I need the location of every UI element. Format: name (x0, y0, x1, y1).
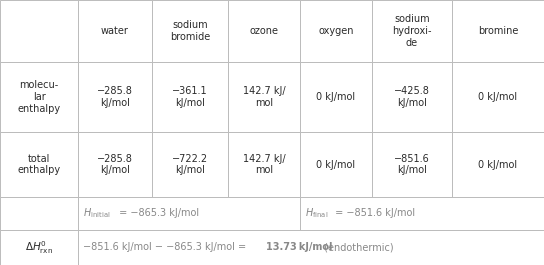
Text: $\mathit{H}_\mathregular{initial}$: $\mathit{H}_\mathregular{initial}$ (83, 207, 110, 220)
Text: 142.7 kJ/
mol: 142.7 kJ/ mol (243, 86, 285, 108)
Text: 0 kJ/mol: 0 kJ/mol (478, 160, 517, 170)
Text: sodium
bromide: sodium bromide (170, 20, 210, 42)
Bar (372, 132, 452, 197)
Bar (0, 230, 78, 265)
Bar (452, 62, 544, 132)
Text: −285.8
kJ/mol: −285.8 kJ/mol (97, 154, 133, 175)
Bar (78, 132, 152, 197)
Bar (78, 0, 152, 62)
Bar (78, 197, 300, 230)
Text: −285.8
kJ/mol: −285.8 kJ/mol (97, 86, 133, 108)
Bar (0, 0, 78, 62)
Bar (452, 132, 544, 197)
Text: 0 kJ/mol: 0 kJ/mol (317, 92, 356, 102)
Bar (228, 132, 300, 197)
Text: −851.6 kJ/mol − −865.3 kJ/mol =: −851.6 kJ/mol − −865.3 kJ/mol = (83, 242, 249, 253)
Bar (300, 0, 372, 62)
Text: ozone: ozone (250, 26, 279, 36)
Bar (300, 62, 372, 132)
Text: 13.73 kJ/mol: 13.73 kJ/mol (266, 242, 332, 253)
Text: water: water (101, 26, 129, 36)
Bar (228, 62, 300, 132)
Text: −425.8
kJ/mol: −425.8 kJ/mol (394, 86, 430, 108)
Text: molecu-
lar
enthalpy: molecu- lar enthalpy (17, 80, 60, 114)
Text: total
enthalpy: total enthalpy (17, 154, 60, 175)
Bar (228, 0, 300, 62)
Text: −361.1
kJ/mol: −361.1 kJ/mol (172, 86, 208, 108)
Text: $\Delta H^0_\mathregular{rxn}$: $\Delta H^0_\mathregular{rxn}$ (25, 239, 53, 256)
Bar (300, 132, 372, 197)
Text: bromine: bromine (478, 26, 518, 36)
Text: 0 kJ/mol: 0 kJ/mol (317, 160, 356, 170)
Text: −722.2
kJ/mol: −722.2 kJ/mol (172, 154, 208, 175)
Bar (78, 62, 152, 132)
Text: 0 kJ/mol: 0 kJ/mol (478, 92, 517, 102)
Text: oxygen: oxygen (318, 26, 354, 36)
Text: sodium
hydroxi-
de: sodium hydroxi- de (392, 14, 432, 48)
Bar (0, 62, 78, 132)
Text: 142.7 kJ/
mol: 142.7 kJ/ mol (243, 154, 285, 175)
Bar (152, 62, 228, 132)
Text: $\mathit{H}_\mathregular{final}$: $\mathit{H}_\mathregular{final}$ (305, 207, 329, 220)
Bar (300, 197, 544, 230)
Bar (152, 132, 228, 197)
Text: (endothermic): (endothermic) (321, 242, 394, 253)
Text: −851.6
kJ/mol: −851.6 kJ/mol (394, 154, 430, 175)
Text: = −851.6 kJ/mol: = −851.6 kJ/mol (332, 209, 415, 219)
Bar (78, 230, 544, 265)
Text: = −865.3 kJ/mol: = −865.3 kJ/mol (116, 209, 199, 219)
Bar (452, 0, 544, 62)
Bar (0, 197, 78, 230)
Bar (372, 0, 452, 62)
Bar (152, 0, 228, 62)
Bar (372, 62, 452, 132)
Bar (0, 132, 78, 197)
